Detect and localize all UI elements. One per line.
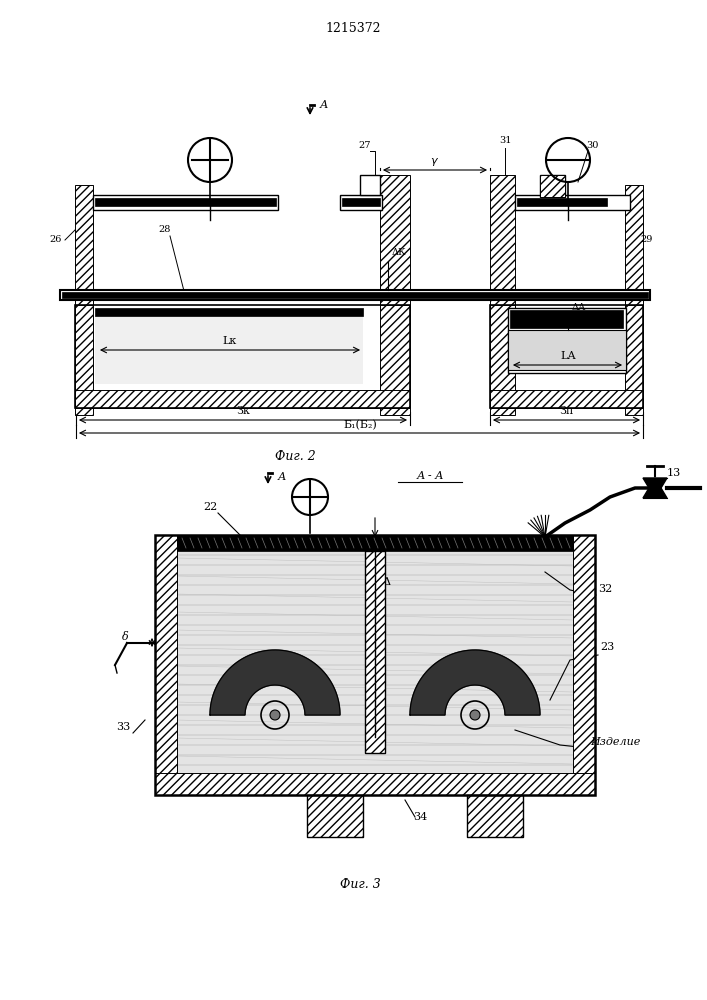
Text: 26: 26 xyxy=(49,235,62,244)
Text: 30: 30 xyxy=(586,141,598,150)
Polygon shape xyxy=(643,478,667,498)
Bar xyxy=(467,795,523,837)
Text: 23: 23 xyxy=(600,642,614,652)
Bar xyxy=(540,175,565,197)
Bar xyxy=(365,551,385,753)
Bar xyxy=(62,292,648,298)
Circle shape xyxy=(470,710,480,720)
Bar xyxy=(490,305,643,408)
Text: Изделие: Изделие xyxy=(590,737,641,747)
Text: LА: LА xyxy=(560,351,576,361)
Text: Δ: Δ xyxy=(383,577,391,587)
Bar xyxy=(340,195,382,210)
Polygon shape xyxy=(643,478,667,498)
Bar xyxy=(467,795,523,837)
Text: 22: 22 xyxy=(203,502,217,512)
Bar xyxy=(380,305,410,415)
Polygon shape xyxy=(410,650,540,715)
Text: Б₁(Б₂): Б₁(Б₂) xyxy=(343,420,377,430)
Text: 29: 29 xyxy=(641,235,653,244)
Bar xyxy=(75,305,410,408)
Text: 31: 31 xyxy=(498,136,511,145)
Polygon shape xyxy=(210,650,340,715)
Text: А: А xyxy=(278,472,286,482)
Bar xyxy=(508,308,626,373)
Text: А: А xyxy=(320,100,328,110)
Bar xyxy=(177,535,573,773)
Bar xyxy=(95,198,276,206)
Text: γ: γ xyxy=(430,156,436,166)
Bar xyxy=(95,308,363,316)
Bar xyxy=(75,305,93,415)
Bar xyxy=(510,310,623,328)
Text: ΔА: ΔА xyxy=(572,303,586,312)
Bar xyxy=(515,195,630,210)
Circle shape xyxy=(270,710,280,720)
Text: 13: 13 xyxy=(667,468,682,478)
Text: Зп: Зп xyxy=(560,406,574,416)
Text: δ: δ xyxy=(122,632,129,642)
Text: Фиг. 2: Фиг. 2 xyxy=(274,450,315,464)
Bar xyxy=(342,198,380,206)
Text: 33: 33 xyxy=(116,722,130,732)
Text: 1215372: 1215372 xyxy=(325,21,381,34)
Bar xyxy=(155,535,595,795)
Text: 32: 32 xyxy=(598,584,612,594)
Text: Зк: Зк xyxy=(236,406,250,416)
Bar xyxy=(625,305,643,415)
Bar xyxy=(155,773,595,795)
Bar xyxy=(508,330,626,370)
Bar xyxy=(93,195,278,210)
Bar xyxy=(75,185,93,305)
Bar xyxy=(517,198,607,206)
Bar xyxy=(625,185,643,305)
Bar xyxy=(540,175,565,197)
Bar xyxy=(490,305,515,415)
Bar xyxy=(75,390,410,408)
Text: 28: 28 xyxy=(159,225,171,234)
Text: Lк: Lк xyxy=(223,336,237,346)
Bar xyxy=(307,795,363,837)
Bar xyxy=(365,551,385,753)
Bar xyxy=(177,535,573,551)
Text: 34: 34 xyxy=(413,812,427,822)
Bar xyxy=(307,795,363,837)
Text: А - А: А - А xyxy=(416,471,444,481)
Text: Фиг. 3: Фиг. 3 xyxy=(339,879,380,892)
Text: 27: 27 xyxy=(358,141,371,150)
Bar xyxy=(573,535,595,795)
Bar xyxy=(490,175,515,310)
Bar xyxy=(95,316,363,384)
Bar xyxy=(490,390,643,408)
Bar xyxy=(380,175,410,310)
Bar xyxy=(60,290,650,300)
Text: ΔК: ΔК xyxy=(392,248,407,257)
Bar xyxy=(155,535,177,795)
Bar xyxy=(360,175,380,195)
